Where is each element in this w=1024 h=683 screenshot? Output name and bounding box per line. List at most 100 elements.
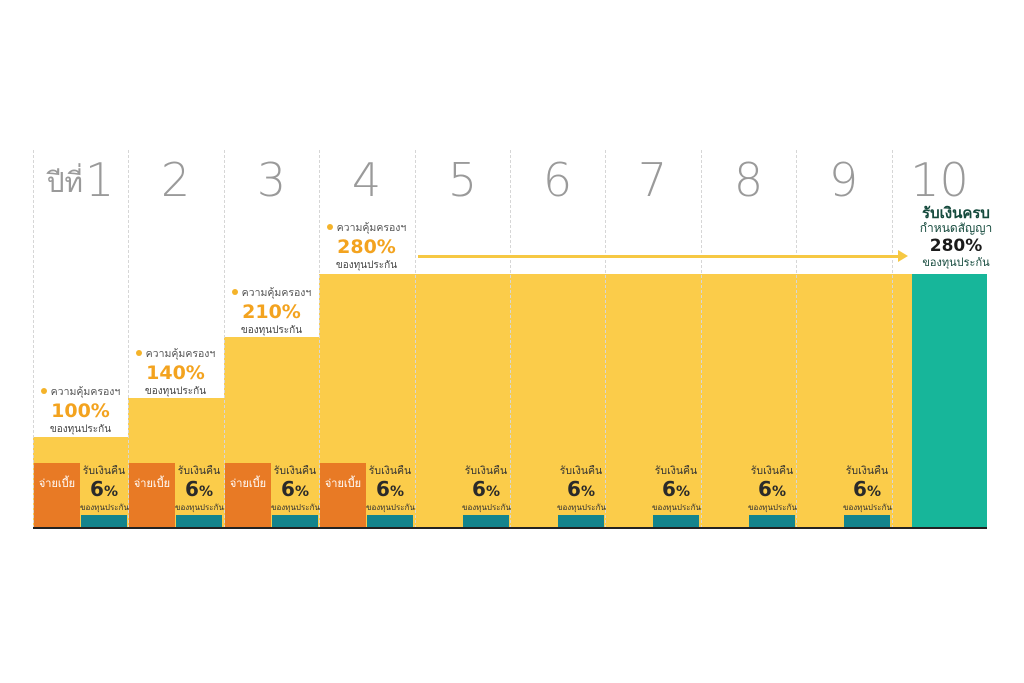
coverage-percent: 100% [51,400,110,422]
premium-payment-block: จ่ายเบี้ย [34,463,80,527]
year-number: 7 [637,153,668,207]
refund-title: รับเงินคืน [464,465,508,477]
year-divider [510,150,511,528]
refund-bar [176,515,222,527]
year-label-4: 4 [319,150,414,210]
year-number: 5 [447,153,478,207]
maturity-label: รับเงินครบ กำหนดสัญญา 280% ของทุนประกัน [916,205,996,269]
year-prefix: ปีที่ [46,166,83,199]
refund-unit: % [771,484,786,500]
year-label-7: 7 [605,150,700,210]
refund-percent: 6% [472,477,500,501]
refund-bar [844,515,890,527]
maturity-percent: 280% [929,236,983,256]
refund-unit: % [103,484,118,500]
year-divider [128,150,129,528]
refund-label: รับเงินคืน 6% ของทุนประกัน [462,464,511,513]
year-number: 4 [351,153,382,207]
bullet-dot-icon [326,224,333,230]
refund-label: รับเงินคืน 6% ของทุนประกัน [80,464,129,513]
refund-sub: ของทุนประกัน [557,503,606,512]
refund-label: รับเงินคืน 6% ของทุนประกัน [366,464,415,513]
refund-sub: ของทุนประกัน [271,503,320,512]
refund-label: รับเงินคืน 6% ของทุนประกัน [175,464,224,513]
refund-percent: 6% [853,477,881,501]
coverage-continuation-arrow [418,255,902,258]
refund-percent: 6% [567,477,595,501]
refund-label: รับเงินคืน 6% ของทุนประกัน [557,464,606,513]
premium-payment-block: จ่ายเบี้ย [225,463,271,527]
refund-unit: % [866,484,881,500]
coverage-percent: 140% [146,362,205,384]
refund-bar [367,515,413,527]
coverage-sub: ของทุนประกัน [240,325,303,336]
refund-title: รับเงินคืน [82,465,126,477]
refund-unit: % [389,484,404,500]
year-label-9: 9 [796,150,891,210]
year-divider [605,150,606,528]
coverage-sub: ของทุนประกัน [335,260,398,271]
maturity-line2: กำหนดสัญญา [919,221,993,235]
coverage-bar-year7 [605,274,701,527]
bullet-dot-icon [40,388,47,394]
year-divider [796,150,797,528]
premium-payment-block: จ่ายเบี้ย [129,463,175,527]
refund-unit: % [485,484,500,500]
refund-percent: 6% [662,477,690,501]
premium-payment-block: จ่ายเบี้ย [320,463,366,527]
year-label-6: 6 [510,150,605,210]
refund-unit: % [675,484,690,500]
refund-label: รับเงินคืน 6% ของทุนประกัน [843,464,892,513]
year-number: 3 [256,153,287,207]
coverage-percent: 280% [337,236,396,258]
coverage-bar-year6 [510,274,605,527]
year-divider [701,150,702,528]
bullet-dot-icon [135,350,142,356]
year-number: 6 [542,153,573,207]
coverage-sub: ของทุนประกัน [144,386,207,397]
coverage-bar-year8 [701,274,796,527]
refund-sub: ของทุนประกัน [748,503,797,512]
refund-percent: 6% [758,477,786,501]
coverage-label-year3: ความคุ้มครองฯ 210% ของทุนประกัน [224,284,319,338]
refund-percent: 6% [185,477,213,501]
refund-bar [558,515,604,527]
year-label-3: 3 [224,150,319,210]
refund-title: รับเงินคืน [750,465,794,477]
baseline [33,527,987,529]
coverage-label-year2: ความคุ้มครองฯ 140% ของทุนประกัน [128,345,223,399]
refund-unit: % [198,484,213,500]
refund-sub: ของทุนประกัน [175,503,224,512]
refund-title: รับเงินคืน [368,465,412,477]
coverage-bar-year9 [796,274,892,527]
refund-title: รับเงินคืน [177,465,221,477]
refund-percent: 6% [376,477,404,501]
coverage-label-year1: ความคุ้มครองฯ 100% ของทุนประกัน [33,383,128,437]
year-label-1: ปีที่1 [33,150,128,213]
year-label-8: 8 [701,150,796,210]
coverage-label-year4: ความคุ้มครองฯ 280% ของทุนประกัน [319,219,414,273]
refund-title: รับเงินคืน [559,465,603,477]
coverage-bar-year10 [892,274,912,527]
refund-unit: % [294,484,309,500]
year-number: 1 [84,153,115,207]
year-divider [415,150,416,528]
year-divider [224,150,225,528]
year-number: 10 [910,153,969,207]
coverage-percent: 210% [242,301,301,323]
year-label-10: 10 [892,150,987,210]
refund-percent: 6% [90,477,118,501]
refund-title: รับเงินคืน [845,465,889,477]
refund-bar [272,515,318,527]
refund-label: รับเงินคืน 6% ของทุนประกัน [748,464,797,513]
year-divider [319,150,320,528]
refund-bar [653,515,699,527]
year-number: 9 [828,153,859,207]
arrow-right-icon [898,250,908,262]
year-label-5: 5 [415,150,510,210]
refund-bar [81,515,127,527]
year-divider [33,150,34,528]
refund-label: รับเงินคืน 6% ของทุนประกัน [271,464,320,513]
refund-sub: ของทุนประกัน [80,503,129,512]
